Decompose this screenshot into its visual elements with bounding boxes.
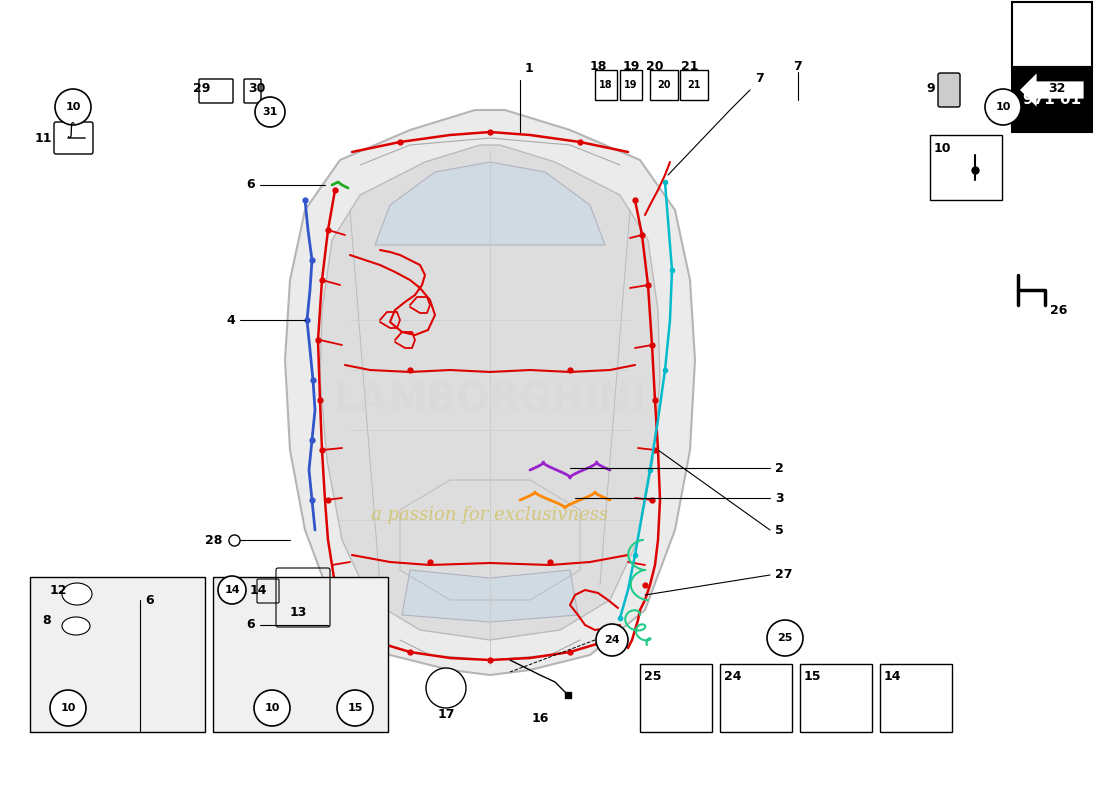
Polygon shape (375, 162, 605, 245)
Bar (640, 664, 712, 732)
Text: 18: 18 (590, 61, 607, 74)
Text: 25: 25 (778, 633, 793, 643)
Text: 20: 20 (647, 61, 663, 74)
Circle shape (767, 620, 803, 656)
Bar (880, 664, 952, 732)
Text: 6: 6 (246, 618, 255, 631)
Text: 32: 32 (1048, 82, 1066, 94)
Text: 24: 24 (724, 670, 741, 683)
Text: 18: 18 (600, 80, 613, 90)
Text: 30: 30 (248, 82, 265, 94)
Text: 8: 8 (42, 614, 51, 626)
Circle shape (984, 89, 1021, 125)
FancyBboxPatch shape (938, 73, 960, 107)
Text: 13: 13 (290, 606, 307, 618)
Text: 15: 15 (804, 670, 822, 683)
Text: 9: 9 (926, 82, 935, 94)
Text: 10: 10 (264, 703, 279, 713)
Text: 21: 21 (688, 80, 701, 90)
Circle shape (337, 690, 373, 726)
Ellipse shape (62, 583, 92, 605)
Text: 12: 12 (50, 583, 67, 597)
Bar (1012, 67, 1092, 132)
Text: LAMBORGHINI: LAMBORGHINI (333, 381, 647, 419)
Text: a passion for exclusivness: a passion for exclusivness (372, 506, 608, 524)
Bar (213, 577, 388, 732)
Circle shape (426, 668, 466, 708)
Text: 17: 17 (438, 707, 454, 721)
Circle shape (55, 89, 91, 125)
Bar (930, 135, 1002, 200)
Text: 14: 14 (224, 585, 240, 595)
Text: 19: 19 (625, 80, 638, 90)
Text: 29: 29 (192, 82, 210, 94)
Text: 25: 25 (644, 670, 661, 683)
Ellipse shape (62, 617, 90, 635)
Text: 10: 10 (996, 102, 1011, 112)
Circle shape (254, 690, 290, 726)
Bar (595, 70, 617, 100)
Text: ∫: ∫ (66, 121, 75, 139)
Text: 971 01: 971 01 (1023, 93, 1081, 107)
Text: 31: 31 (262, 107, 277, 117)
Text: 2: 2 (776, 462, 783, 474)
Text: 20: 20 (658, 80, 671, 90)
Text: 6: 6 (246, 178, 255, 191)
Polygon shape (320, 145, 660, 640)
Bar (650, 70, 678, 100)
Polygon shape (285, 110, 695, 675)
Text: 14: 14 (884, 670, 902, 683)
Text: 19: 19 (623, 61, 640, 74)
Circle shape (255, 97, 285, 127)
Text: 3: 3 (776, 491, 783, 505)
Bar (800, 664, 872, 732)
Text: 28: 28 (205, 534, 222, 546)
Text: 11: 11 (34, 131, 52, 145)
Text: 10: 10 (65, 102, 80, 112)
Bar (30, 577, 205, 732)
Bar (1012, 2, 1092, 67)
Bar (620, 70, 642, 100)
Text: 5: 5 (776, 523, 783, 537)
Circle shape (218, 576, 246, 604)
Circle shape (50, 690, 86, 726)
Text: 21: 21 (681, 61, 698, 74)
Text: 7: 7 (755, 72, 763, 85)
Circle shape (596, 624, 628, 656)
Text: 6: 6 (145, 594, 154, 606)
Bar (680, 70, 708, 100)
Bar (720, 664, 792, 732)
Text: 10: 10 (934, 142, 952, 155)
Text: 1: 1 (525, 62, 533, 75)
Text: 27: 27 (776, 569, 792, 582)
Text: 4: 4 (227, 314, 235, 326)
Text: 14: 14 (250, 583, 267, 597)
Polygon shape (1018, 70, 1085, 110)
Text: 16: 16 (531, 711, 549, 725)
Text: 26: 26 (1050, 303, 1067, 317)
Text: 15: 15 (348, 703, 363, 713)
Text: 10: 10 (60, 703, 76, 713)
Text: 7: 7 (793, 61, 802, 74)
Text: 24: 24 (604, 635, 619, 645)
Polygon shape (402, 570, 578, 622)
